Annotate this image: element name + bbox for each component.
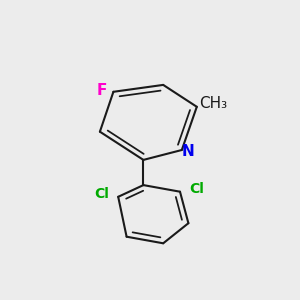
Text: Cl: Cl bbox=[189, 182, 204, 196]
Text: Cl: Cl bbox=[94, 187, 109, 201]
Text: F: F bbox=[96, 83, 106, 98]
Text: CH₃: CH₃ bbox=[199, 96, 227, 111]
Text: N: N bbox=[182, 144, 195, 159]
